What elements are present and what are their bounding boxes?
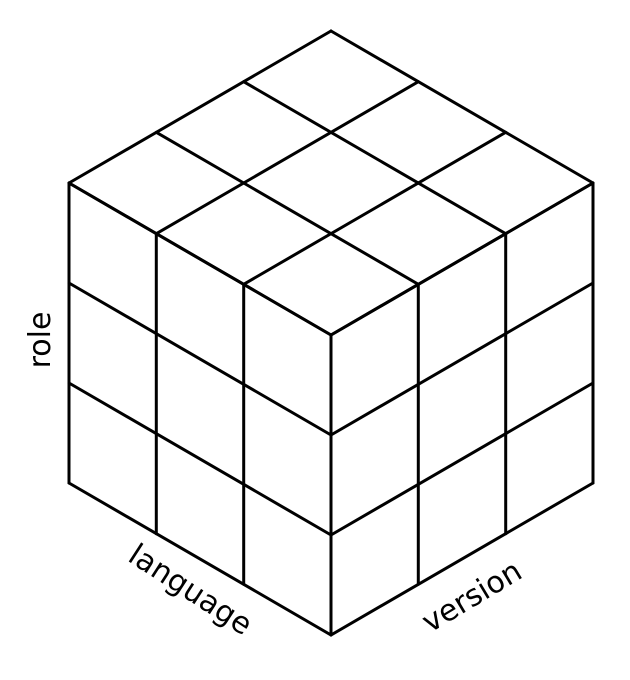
top-face-line [67,29,333,185]
right-face-horizontal-line [329,481,595,637]
right-face-horizontal-line [329,181,595,337]
left-face-horizontal-line [67,381,333,537]
axis-label-version: version [416,554,528,641]
axis-label-role: role [23,312,58,369]
top-face-line [154,80,420,236]
left-face-horizontal-line [67,281,333,437]
top-face-line [154,130,420,286]
left-face-horizontal-line [67,481,333,637]
right-face-horizontal-line [329,281,595,437]
top-face-line [329,29,595,185]
top-face-line [242,80,508,236]
cube-grid-lines [67,29,595,637]
left-face-horizontal-line [67,181,333,337]
top-face-line [242,130,508,286]
right-face-horizontal-line [329,381,595,537]
